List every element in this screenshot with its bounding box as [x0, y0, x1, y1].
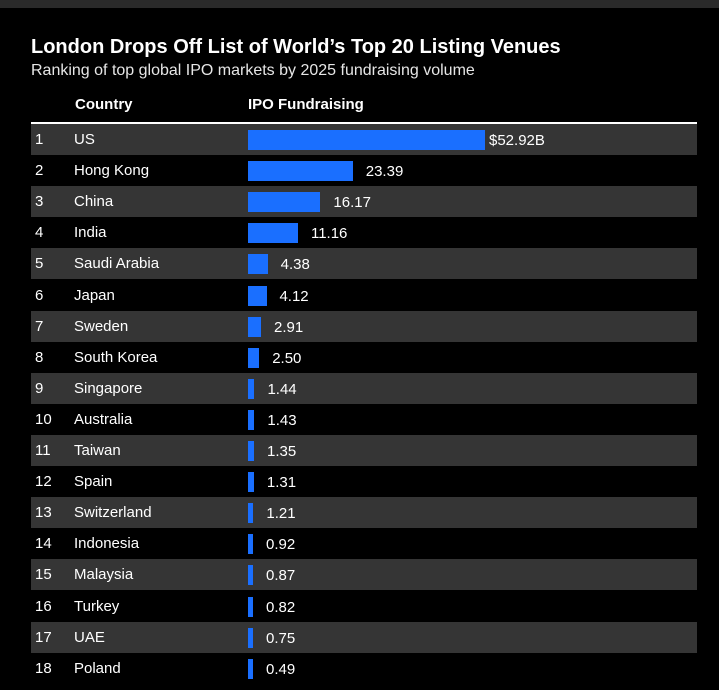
bar-mark [248, 534, 253, 555]
table-row: 13 Switzerland 1.21 [31, 497, 697, 529]
row-rank: 6 [35, 286, 44, 304]
bar-value-label: 1.21 [266, 505, 296, 523]
bar-mark [248, 503, 254, 524]
row-rank: 3 [35, 193, 44, 211]
bar-value-label: 1.43 [267, 411, 297, 429]
row-country: Singapore [74, 379, 143, 397]
table-row: 3 China 16.17 [31, 186, 697, 218]
row-country: Indonesia [74, 535, 140, 553]
row-country: South Korea [74, 348, 158, 366]
bar-mark [248, 130, 485, 150]
table-row: 1 US $52.92B [31, 124, 697, 155]
row-country: Malaysia [74, 566, 134, 584]
row-rank: 1 [35, 131, 44, 148]
bar-value-label: 4.12 [279, 287, 309, 305]
bar-value-label: 1.35 [267, 443, 297, 460]
row-country: India [74, 224, 107, 242]
bar-value-label: 2.50 [272, 349, 302, 367]
column-header-ipo-fundraising: IPO Fundraising [248, 96, 364, 113]
bar-value-label: 16.17 [333, 194, 371, 212]
row-rank: 4 [35, 224, 44, 242]
table-row: 7 Sweden 2.91 [31, 310, 697, 342]
row-rank: 11 [35, 442, 51, 459]
table-row: 17 UAE 0.75 [31, 621, 697, 653]
row-rank: 12 [35, 473, 52, 491]
row-rank: 7 [35, 317, 44, 335]
row-rank: 8 [35, 348, 44, 366]
bar-mark [248, 378, 255, 399]
row-country: Taiwan [74, 442, 121, 459]
top-band [0, 0, 719, 8]
row-country: Spain [74, 473, 113, 491]
bar-mark [248, 441, 254, 461]
row-country: Hong Kong [74, 162, 150, 180]
row-country: China [74, 193, 114, 211]
header-rule [31, 122, 697, 124]
row-rank: 15 [35, 566, 52, 584]
bar-value-label: 0.75 [266, 629, 296, 647]
row-rank: 14 [35, 535, 52, 553]
table-row: 9 Singapore 1.44 [31, 372, 697, 404]
table-row: 6 Japan 4.12 [31, 280, 697, 311]
bar-mark [248, 565, 253, 586]
bar-mark [248, 161, 353, 182]
table-row: 18 Poland 0.49 [31, 653, 697, 684]
bar-value-label: 0.92 [266, 536, 296, 554]
row-rank: 2 [35, 162, 44, 180]
bar-mark [248, 658, 253, 679]
row-country: Australia [74, 410, 133, 428]
bar-mark [248, 347, 260, 368]
bar-value-label: 1.31 [266, 474, 297, 492]
bar-mark [248, 409, 255, 430]
row-country: Saudi Arabia [74, 255, 160, 273]
table-row: 11 Taiwan 1.35 [31, 435, 697, 466]
bar-value-label: 23.39 [365, 163, 404, 181]
table-row: 12 Spain 1.31 [31, 466, 697, 497]
chart-subtitle: Ranking of top global IPO markets by 202… [31, 62, 475, 79]
row-country: Poland [74, 659, 121, 677]
row-rank: 10 [35, 410, 52, 428]
bar-mark [248, 192, 321, 213]
bar-mark [248, 596, 253, 617]
row-country: UAE [74, 628, 105, 646]
bar-mark [248, 627, 253, 648]
bar-mark [248, 254, 268, 275]
table-row: 15 Malaysia 0.87 [31, 559, 697, 591]
bar-mark [248, 285, 267, 306]
bar-value-label: 1.44 [267, 380, 297, 398]
bar-value-label: 0.82 [266, 598, 296, 616]
bar-mark [248, 472, 254, 493]
bar-value-label: 0.87 [266, 567, 296, 585]
column-header-country: Country [75, 96, 133, 113]
row-country: Sweden [74, 317, 129, 335]
table-row: 4 India 11.16 [31, 217, 697, 248]
bar-value-label: $52.92B [489, 132, 545, 149]
bar-mark [248, 316, 261, 337]
bar-value-label: 2.91 [274, 318, 304, 336]
row-rank: 17 [35, 628, 52, 646]
table-row: 16 Turkey 0.82 [31, 591, 697, 622]
table-row: 10 Australia 1.43 [31, 404, 697, 435]
table-row: 2 Hong Kong 23.39 [31, 155, 697, 186]
row-rank: 5 [35, 255, 44, 273]
row-country: Japan [74, 286, 115, 304]
bar-mark [248, 223, 298, 244]
row-rank: 9 [35, 379, 44, 397]
row-rank: 16 [35, 597, 52, 615]
row-rank: 18 [35, 659, 52, 677]
bar-value-label: 11.16 [310, 225, 348, 243]
bar-value-label: 0.49 [266, 660, 296, 678]
table-row: 8 South Korea 2.50 [31, 342, 697, 373]
chart-title: London Drops Off List of World’s Top 20 … [31, 36, 561, 58]
row-rank: 13 [35, 504, 52, 522]
row-country: Switzerland [74, 504, 152, 522]
table-row: 5 Saudi Arabia 4.38 [31, 248, 697, 280]
row-country: US [74, 131, 95, 148]
bar-value-label: 4.38 [280, 256, 310, 274]
row-country: Turkey [74, 597, 120, 615]
table-row: 14 Indonesia 0.92 [31, 528, 697, 559]
